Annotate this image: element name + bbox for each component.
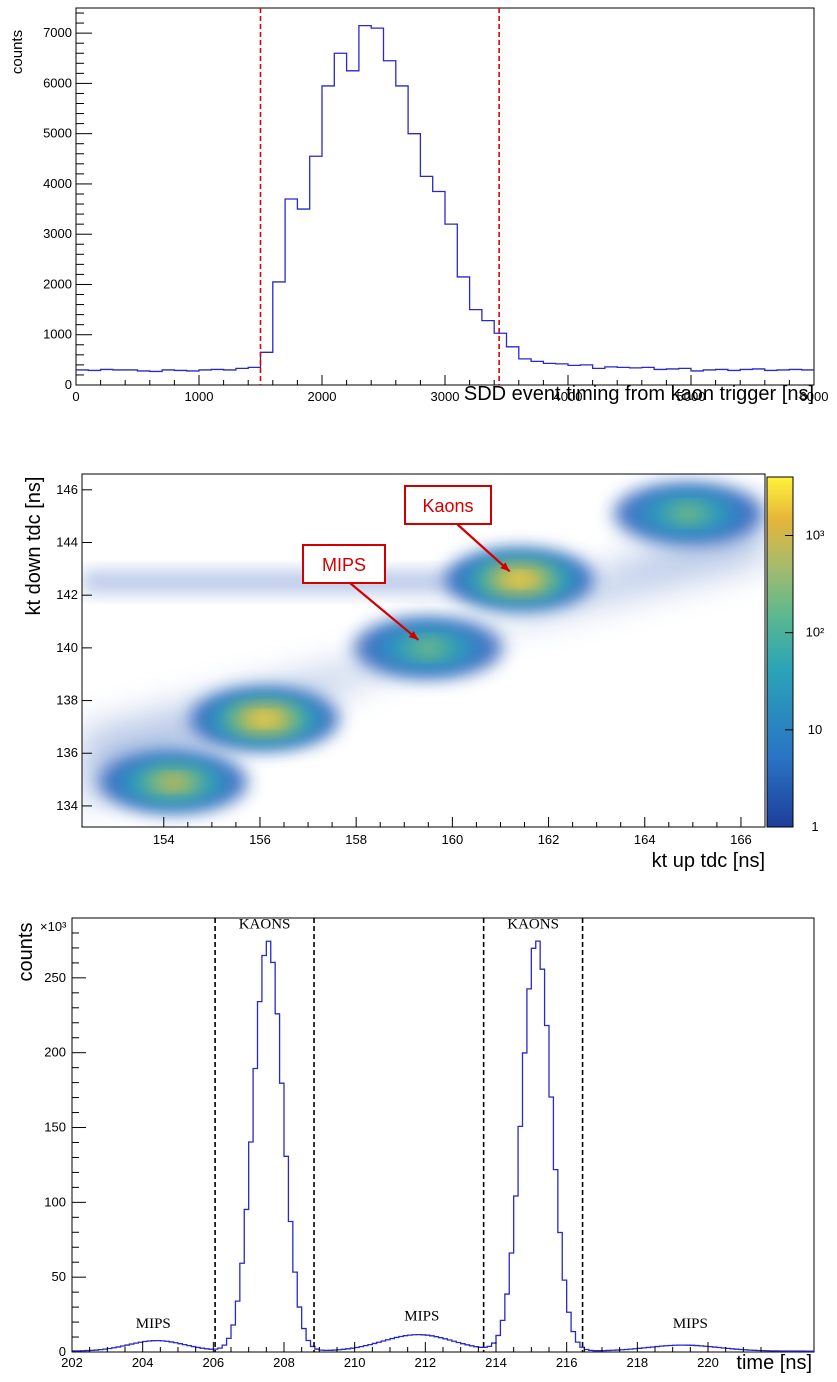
timing-xtick-label: 6000 [800,389,829,404]
heatmap-xtick-label: 162 [538,832,560,847]
annotation-arrowhead-2 [408,630,419,640]
heatmap-xtick-label: 160 [442,832,464,847]
heatmap-cluster-5 [669,505,707,522]
timing-ylabel: counts [9,30,26,74]
time-region-label-1: KAONS [239,916,291,932]
timing-ytick-label: 5000 [43,126,72,141]
annotation-arrowhead-1 [500,562,510,572]
timing-xtick-label: 4000 [554,389,583,404]
time-xtick-label: 216 [556,1355,578,1370]
annotation-label-2: MIPS [322,555,366,575]
heatmap-horizontal-band [82,571,501,593]
heatmap-xtick-label: 166 [730,832,752,847]
heatmap-body [82,474,765,827]
time-ytick-label: 50 [52,1269,66,1284]
heatmap-ytick-label: 136 [56,745,78,760]
heatmap-xtick-label: 156 [249,832,271,847]
heatmap-cluster-2 [252,713,278,725]
time-histogram-line [72,940,814,1352]
time-plot-frame [71,917,815,1353]
timing-ytick-label: 7000 [43,25,72,40]
annotation-box-1 [404,485,492,525]
heatmap-ytick-label: 146 [56,482,78,497]
heatmap-ytick-label: 144 [56,534,78,549]
time-xtick-label: 208 [273,1355,295,1370]
time-xtick-label: 214 [485,1355,507,1370]
colorbar-tick-label: 10³ [806,528,825,543]
heatmap-xtick-label: 164 [634,832,656,847]
annotation-box-2 [302,544,386,584]
heatmap-diagonal-band [82,500,765,806]
colorbar [766,476,794,828]
time-region-label-3: MIPS [136,1316,171,1332]
heatmap-ytick-label: 134 [56,798,78,813]
timing-xtick-label: 2000 [308,389,337,404]
timing-xtick-label: 5000 [677,389,706,404]
timing-histogram-line [76,24,814,373]
heatmap-xlabel: kt up tdc [ns] [652,850,765,872]
timing-ytick-label: 1000 [43,327,72,342]
time-region-label-2: KAONS [507,916,559,932]
time-xtick-label: 206 [202,1355,224,1370]
heatmap-ytick-label: 142 [56,587,78,602]
annotation-arrow-2 [349,582,420,641]
time-ytick-label: 150 [44,1120,66,1135]
heatmap-ylabel: kt down tdc [ns] [23,477,45,616]
time-xtick-label: 202 [61,1355,83,1370]
colorbar-tick-label: 10² [806,625,825,640]
timing-xtick-label: 1000 [185,389,214,404]
time-ytick-label: 0 [59,1344,66,1359]
annotation-label-1: Kaons [422,496,473,516]
timing-xtick-label: 0 [72,389,79,404]
heatmap-ytick-label: 140 [56,640,78,655]
time-xtick-label: 218 [626,1355,648,1370]
timing-xtick-label: 3000 [431,389,460,404]
colorbar-tick-label: 10 [808,722,822,737]
time-ytick-label: 250 [44,970,66,985]
time-y-multiplier: ×10³ [40,919,67,934]
time-xtick-label: 220 [697,1355,719,1370]
time-xlabel: time [ns] [736,1352,812,1374]
time-xtick-label: 210 [344,1355,366,1370]
time-histogram-panel: counts ×10³ time [ns] KAONS KAONS MIPS MIPS… [15,916,815,1374]
time-region-label-4: MIPS [404,1309,439,1325]
time-xtick-label: 212 [414,1355,436,1370]
heatmap-ytick-label: 138 [56,693,78,708]
time-region-label-5: MIPS [673,1316,708,1332]
heatmap-frame [81,473,766,828]
heatmap-cluster-3 [409,640,447,656]
tdc-heatmap-panel: kt down tdc [ns] kt up tdc [ns] 154 156 15… [23,473,825,872]
timing-ytick-label: 3000 [43,226,72,241]
timing-ytick-label: 4000 [43,176,72,191]
timing-ytick-label: 0 [65,377,72,392]
heatmap-cluster-1 [158,776,189,789]
colorbar-tick-label: 1 [811,819,818,834]
time-xtick-label: 204 [132,1355,154,1370]
heatmap-cluster-4 [507,574,533,585]
timing-xlabel: SDD event timing from kaon trigger [ns] [464,383,814,405]
time-ytick-label: 100 [44,1194,66,1209]
timing-ytick-label: 2000 [43,276,72,291]
timing-histogram-panel: counts SDD event timing from kaon trigge… [9,7,829,405]
time-ylabel: counts [15,923,37,982]
heatmap-xtick-label: 154 [153,832,175,847]
heatmap-xtick-label: 158 [345,832,367,847]
time-ytick-label: 200 [44,1045,66,1060]
annotation-arrow-1 [456,523,511,573]
timing-ytick-label: 6000 [43,75,72,90]
